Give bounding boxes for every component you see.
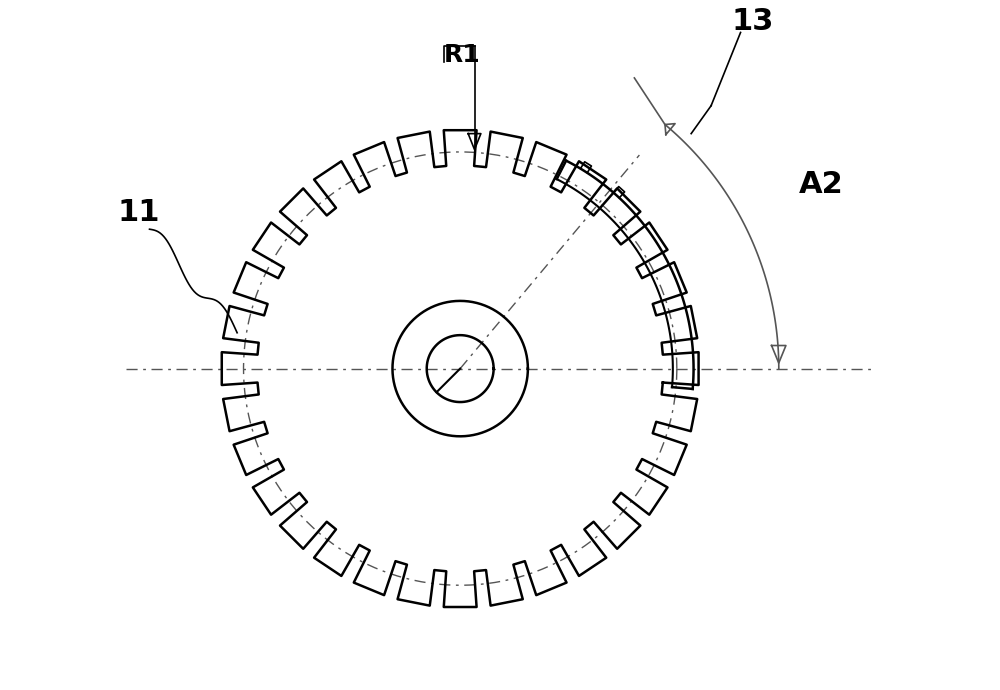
Text: 13: 13: [731, 7, 773, 36]
Text: R1: R1: [444, 43, 481, 67]
Text: A2: A2: [799, 170, 843, 199]
Text: 11: 11: [118, 198, 160, 227]
